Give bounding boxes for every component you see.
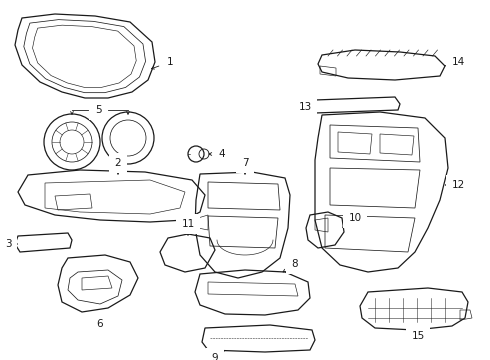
Text: 3: 3: [5, 239, 17, 249]
Text: 13: 13: [298, 102, 312, 112]
Text: 5: 5: [95, 105, 101, 115]
Text: 6: 6: [97, 318, 103, 329]
Text: 2: 2: [115, 158, 122, 174]
Text: 14: 14: [446, 57, 465, 67]
Text: 4: 4: [209, 149, 225, 159]
Text: 15: 15: [412, 331, 425, 341]
Text: 10: 10: [343, 213, 362, 228]
Text: 11: 11: [181, 219, 195, 235]
Text: 9: 9: [212, 351, 224, 360]
Text: 12: 12: [446, 180, 465, 190]
Text: 8: 8: [283, 259, 298, 272]
Text: 1: 1: [151, 57, 173, 69]
Text: 7: 7: [242, 158, 248, 174]
